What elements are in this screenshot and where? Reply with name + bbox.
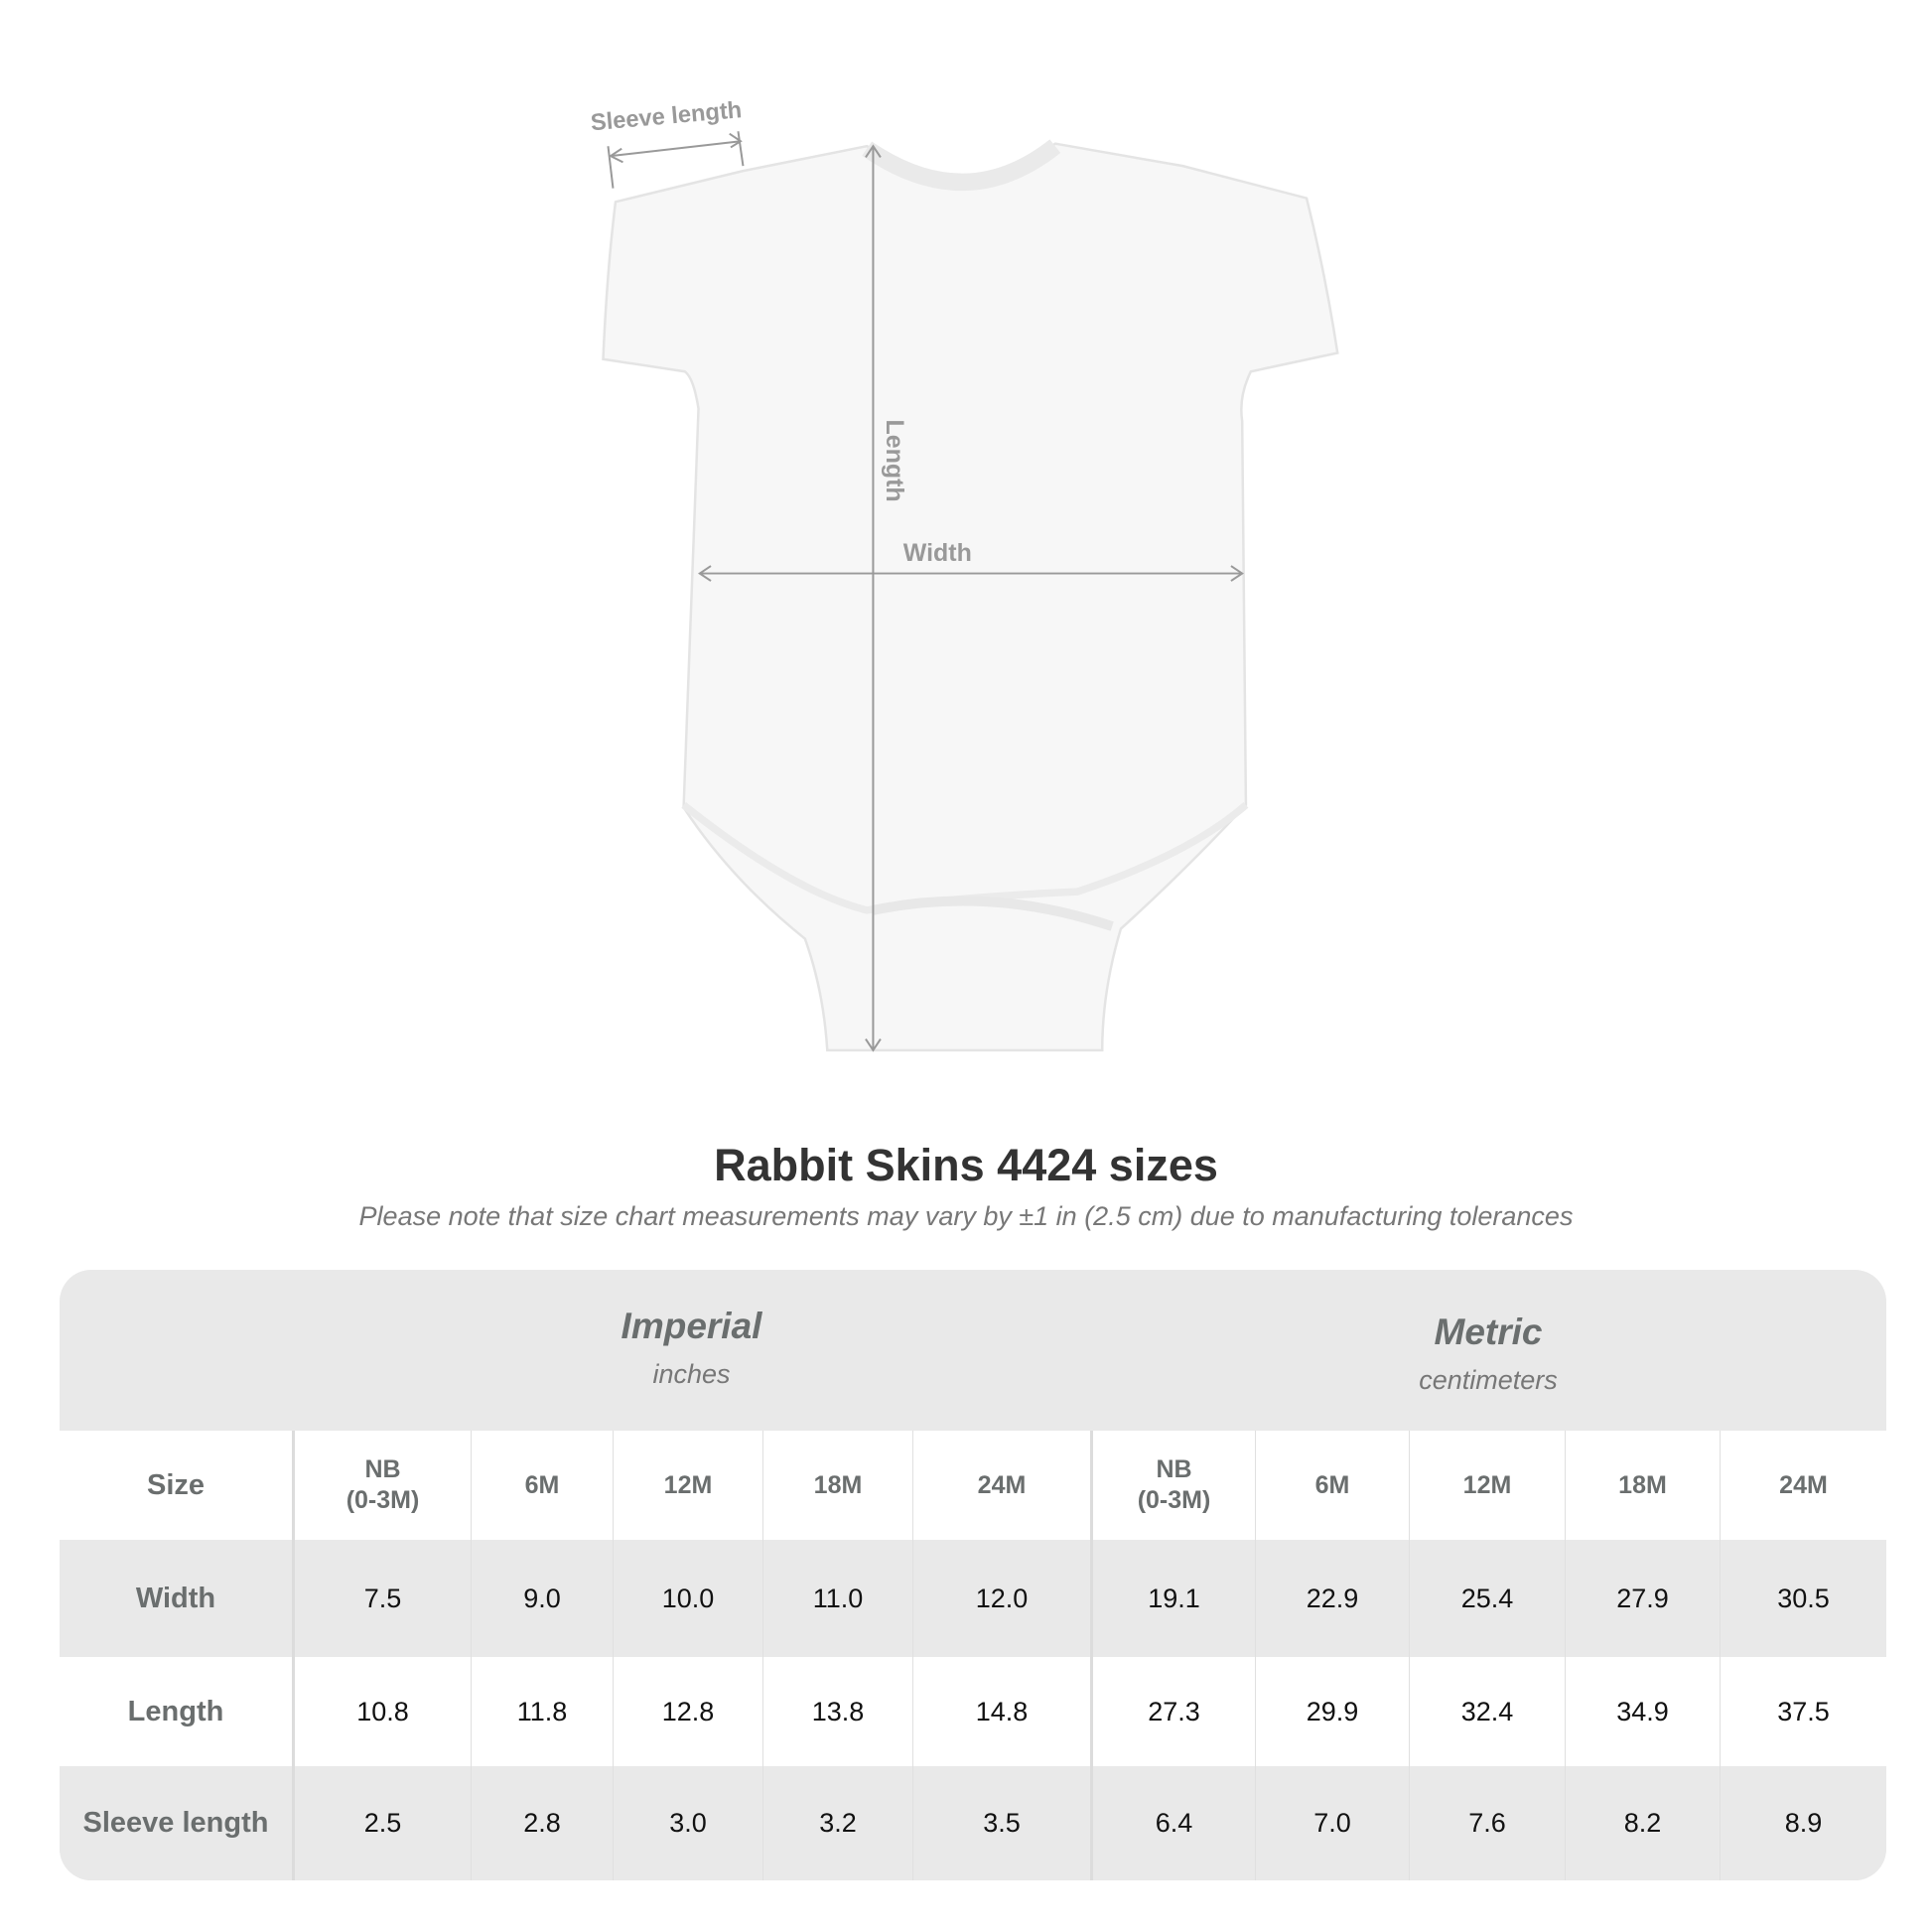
- value-cell: 2.5: [292, 1766, 471, 1880]
- size-table: Imperial inches Metric centimeters Size N…: [60, 1270, 1886, 1880]
- metric-header: Metric centimeters: [1090, 1270, 1886, 1431]
- tolerance-note: Please note that size chart measurements…: [358, 1201, 1574, 1231]
- value-cell: 27.3: [1090, 1657, 1255, 1766]
- value-cell: 27.9: [1565, 1540, 1720, 1657]
- imperial-label: Imperial: [621, 1306, 762, 1346]
- sleeve-length-label: Sleeve length: [590, 97, 743, 136]
- size-header-cell: 24M: [912, 1431, 1090, 1540]
- value-cell: 3.0: [613, 1766, 762, 1880]
- value-cell: 7.5: [292, 1540, 471, 1657]
- imperial-header: Imperial inches: [292, 1270, 1091, 1431]
- value-cell: 3.5: [912, 1766, 1090, 1880]
- value-cell: 8.9: [1720, 1766, 1886, 1880]
- value-cell: 7.0: [1255, 1766, 1409, 1880]
- row-label: Size: [146, 1468, 206, 1501]
- value-cell: 12.8: [613, 1657, 762, 1766]
- value-cell: 37.5: [1720, 1657, 1886, 1766]
- metric-label: Metric: [1434, 1311, 1543, 1352]
- table-row: Sleeve length 2.5 2.8 3.0 3.2 3.5 6.4 7.0 7.6 8.2…: [60, 1766, 1886, 1880]
- value-cell: 11.0: [762, 1540, 912, 1657]
- measurement-arrows: [607, 131, 1244, 1052]
- size-header-cell: 6M: [471, 1431, 613, 1540]
- length-label: Length: [881, 419, 908, 501]
- size-header-cell: 18M: [1565, 1431, 1720, 1540]
- value-cell: 7.6: [1409, 1766, 1565, 1880]
- size-header-cell: 12M: [1409, 1431, 1565, 1540]
- size-header-row: Size NB (0-3M) 6M 12M 18M 24M NB (0-3M) 6M 12M 18…: [60, 1431, 1886, 1540]
- page-title: Rabbit Skins 4424 sizes: [714, 1140, 1218, 1190]
- metric-unit: centimeters: [1419, 1365, 1558, 1395]
- value-cell: 2.8: [471, 1766, 613, 1880]
- size-header-cell: 24M: [1720, 1431, 1886, 1540]
- imperial-unit: inches: [652, 1359, 731, 1389]
- value-cell: 3.2: [762, 1766, 912, 1880]
- value-cell: 32.4: [1409, 1657, 1565, 1766]
- value-cell: 25.4: [1409, 1540, 1565, 1657]
- value-cell: 13.8: [762, 1657, 912, 1766]
- size-header-cell: NB (0-3M): [292, 1431, 471, 1540]
- table-row: Length 10.8 11.8 12.8 13.8 14.8 27.3 29.9 32.4 34…: [60, 1657, 1886, 1766]
- sleeve-arrow: [610, 140, 742, 158]
- size-header-cell: 18M: [762, 1431, 912, 1540]
- value-cell: 29.9: [1255, 1657, 1409, 1766]
- table-row: Width 7.5 9.0 10.0 11.0 12.0 19.1 22.9 25.4 27.9 3…: [60, 1540, 1886, 1657]
- value-cell: 6.4: [1090, 1766, 1255, 1880]
- size-header-cell: 6M: [1255, 1431, 1409, 1540]
- row-label: Width: [135, 1582, 216, 1614]
- value-cell: 14.8: [912, 1657, 1090, 1766]
- value-cell: 9.0: [471, 1540, 613, 1657]
- value-cell: 11.8: [471, 1657, 613, 1766]
- row-label: Sleeve length: [82, 1807, 269, 1839]
- value-cell: 12.0: [912, 1540, 1090, 1657]
- onesie-illustration: [602, 139, 1339, 1052]
- value-cell: 8.2: [1565, 1766, 1720, 1880]
- size-header-cell: 12M: [613, 1431, 762, 1540]
- value-cell: 30.5: [1720, 1540, 1886, 1657]
- size-header-cell: NB (0-3M): [1090, 1431, 1255, 1540]
- value-cell: 19.1: [1090, 1540, 1255, 1657]
- value-cell: 22.9: [1255, 1540, 1409, 1657]
- value-cell: 10.0: [613, 1540, 762, 1657]
- value-cell: 10.8: [292, 1657, 471, 1766]
- value-cell: 34.9: [1565, 1657, 1720, 1766]
- width-label: Width: [903, 539, 972, 567]
- row-label: Length: [127, 1695, 224, 1727]
